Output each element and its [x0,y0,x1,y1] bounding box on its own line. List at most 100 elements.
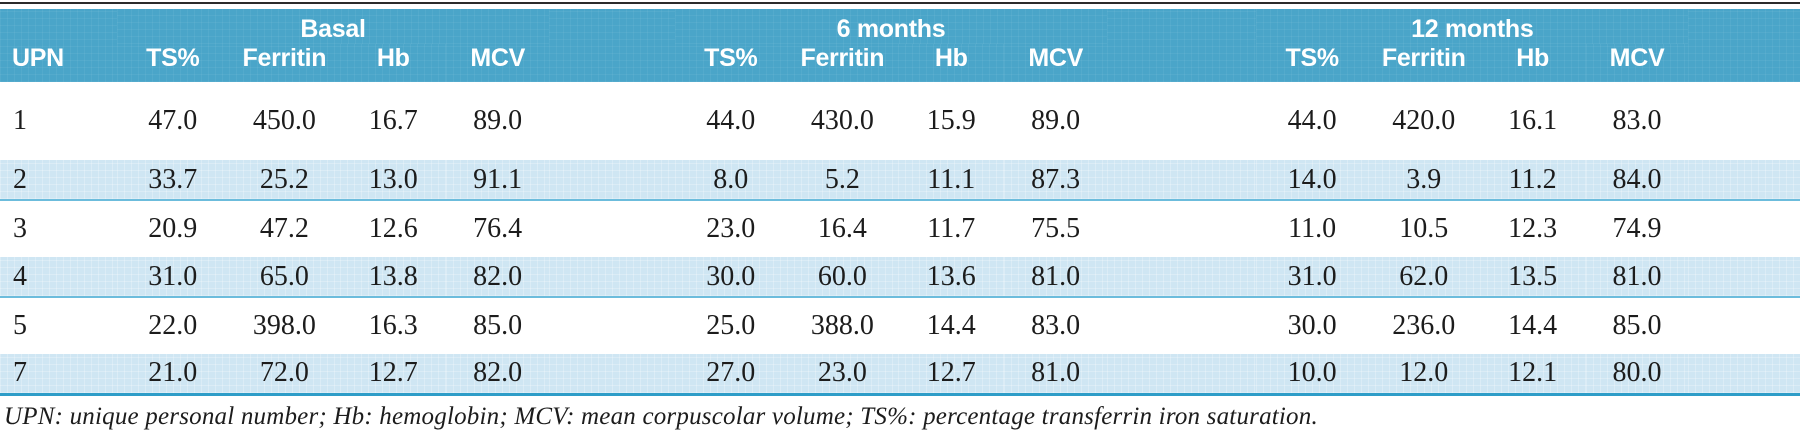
value-cell: 81.0 [1585,257,1689,298]
spacer-cell [1688,82,1800,160]
value-cell: 60.0 [786,257,899,298]
column-header-mcv-12months: MCV [1585,44,1689,82]
value-cell: 13.5 [1479,257,1586,298]
value-cell: 12.1 [1479,354,1586,396]
value-cell: 65.0 [228,257,341,298]
spacer-cell [1106,160,1257,201]
value-cell: 91.1 [446,160,549,201]
spacer-cell [1688,257,1800,298]
header-spacer [1106,9,1257,82]
value-cell: 47.0 [148,105,198,136]
value-cell: 89.0 [1031,105,1081,136]
value-cell: 8.0 [674,160,787,201]
value-cell: 10.0 [1256,354,1368,396]
value-cell: 83.0 [1031,310,1081,341]
value-cell: 388.0 [810,310,874,341]
upn-cell: 7 [0,354,117,396]
value-cell: 89.0 [473,105,523,136]
value-cell: 31.0 [117,257,229,298]
value-cell: 13.8 [340,257,447,298]
value-cell: 87.3 [1004,160,1107,201]
header-spacer [1688,9,1800,82]
table-row-upn-3: 3 20.9 47.2 12.6 76.4 23.0 16.4 11.7 75.5 11.0 10.… [0,200,1800,257]
value-cell: 81.0 [1004,354,1107,396]
spacer-cell [1107,82,1256,160]
upn-cell: 4 [0,257,117,298]
value-cell: 62.0 [1367,257,1480,298]
spacer-cell [548,257,675,298]
value-cell: 30.0 [674,257,787,298]
header-spacer [548,9,675,82]
spacer-cell [1106,354,1257,396]
column-header-mcv-basal: MCV [446,44,549,82]
table-row-upn-2: 2 33.7 25.2 13.0 91.1 8.0 5.2 11.1 87.3 14.0 3.9 11… [0,160,1800,201]
value-cell: 15.9 [926,105,976,136]
table-footnote: UPN: unique personal number; Hb: hemoglo… [4,402,1318,430]
upn-cell: 2 [0,160,117,201]
value-cell: 25.2 [228,160,341,201]
value-cell: 72.0 [228,354,341,396]
group-header-12-months: 12 months [1256,9,1689,44]
spacer-cell [1688,354,1800,396]
spacer-cell [548,354,675,396]
value-cell: 27.0 [674,354,787,396]
table-row-upn-5: 5 22.0 398.0 16.3 85.0 25.0 388.0 14.4 83.0 30.0 2… [0,297,1800,354]
value-cell: 12.0 [1367,354,1480,396]
top-rule [0,2,1800,4]
spacer-cell [549,200,675,257]
value-cell: 11.7 [927,213,976,244]
value-cell: 450.0 [252,105,316,136]
value-cell: 14.4 [1508,310,1558,341]
value-cell: 23.0 [706,213,756,244]
column-header-ts-12months: TS% [1256,44,1368,82]
value-cell: 21.0 [117,354,229,396]
value-cell: 13.0 [340,160,447,201]
spacer-cell [1688,200,1800,257]
spacer-cell [1106,257,1257,298]
value-cell: 44.0 [1287,105,1337,136]
value-cell: 11.1 [898,160,1005,201]
group-header-basal: Basal [117,9,549,44]
value-cell: 10.5 [1399,213,1449,244]
value-cell: 12.7 [898,354,1005,396]
value-cell: 85.0 [1612,310,1662,341]
value-cell: 12.3 [1508,213,1558,244]
value-cell: 82.0 [446,257,549,298]
spacer-cell [1107,297,1256,354]
iron-status-table: UPN Basal 6 months 12 months TS% Ferriti… [0,9,1800,396]
value-cell: 74.9 [1612,213,1662,244]
value-cell: 23.0 [786,354,899,396]
value-cell: 25.0 [706,310,756,341]
spacer-cell [549,297,675,354]
value-cell: 398.0 [252,310,316,341]
value-cell: 20.9 [148,213,198,244]
value-cell: 82.0 [446,354,549,396]
value-cell: 13.6 [898,257,1005,298]
value-cell: 16.1 [1508,105,1558,136]
value-cell: 16.4 [817,213,867,244]
value-cell: 47.2 [259,213,309,244]
value-cell: 14.0 [1256,160,1368,201]
table-row-upn-1: 1 47.0 450.0 16.7 89.0 44.0 430.0 15.9 89.0 44.0 4… [0,82,1800,160]
value-cell: 31.0 [1256,257,1368,298]
spacer-cell [549,82,675,160]
column-header-ts-6months: TS% [674,44,787,82]
value-cell: 420.0 [1392,105,1456,136]
table-row-upn-4: 4 31.0 65.0 13.8 82.0 30.0 60.0 13.6 81.0 31.0 62.… [0,257,1800,298]
column-header-mcv-6months: MCV [1004,44,1107,82]
value-cell: 3.9 [1367,160,1480,201]
table-header: UPN Basal 6 months 12 months TS% Ferriti… [0,9,1800,82]
spacer-cell [1688,160,1800,201]
value-cell: 84.0 [1585,160,1689,201]
column-header-ferritin-basal: Ferritin [228,44,341,82]
value-cell: 11.2 [1479,160,1586,201]
value-cell: 16.3 [368,310,418,341]
column-header-hb-basal: Hb [340,44,447,82]
spacer-cell [1107,200,1256,257]
column-header-ferritin-12months: Ferritin [1367,44,1480,82]
spacer-cell [1688,297,1800,354]
value-cell: 236.0 [1392,310,1456,341]
value-cell: 83.0 [1612,105,1662,136]
value-cell: 5.2 [786,160,899,201]
